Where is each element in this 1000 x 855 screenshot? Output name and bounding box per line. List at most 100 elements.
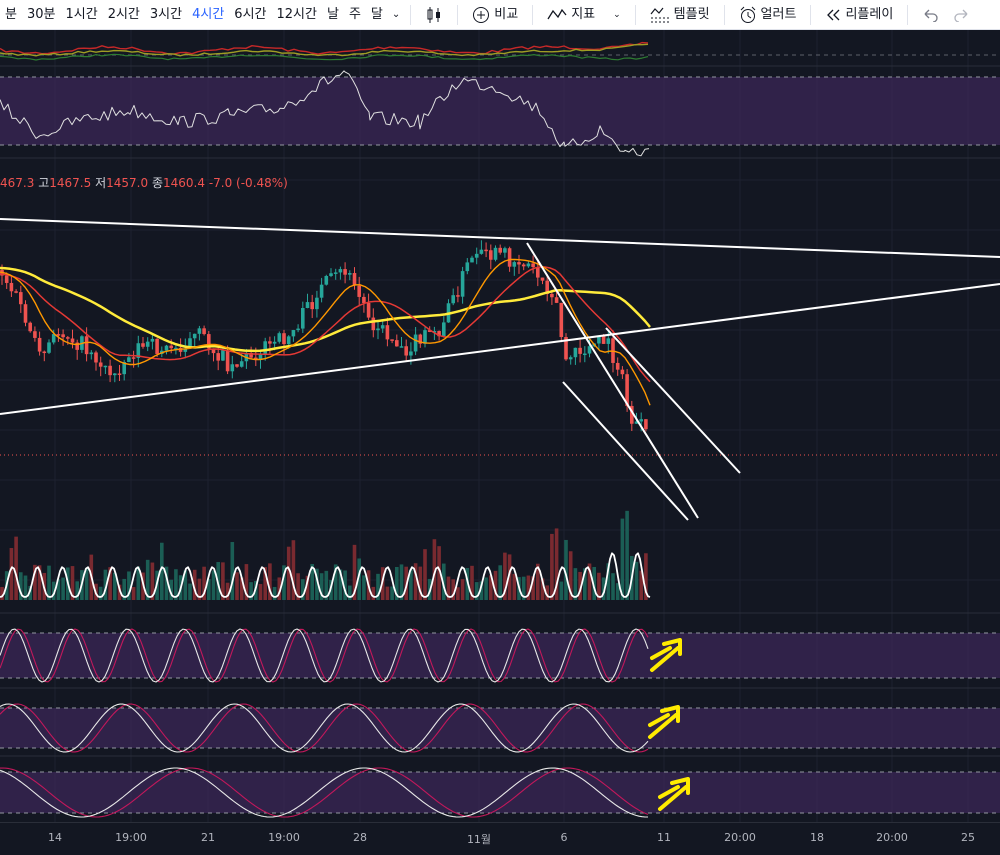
- volume-bar: [592, 566, 596, 600]
- volume-bar: [601, 577, 606, 600]
- volume-bar: [357, 558, 361, 600]
- candle-body: [625, 374, 629, 406]
- undo-button[interactable]: [914, 8, 946, 22]
- volume-bar: [249, 582, 253, 600]
- candle-body: [601, 336, 606, 344]
- candle-body: [526, 263, 531, 267]
- alerts-button[interactable]: 얼러트: [731, 0, 805, 29]
- templates-button[interactable]: 템플릿: [642, 0, 718, 29]
- compare-button[interactable]: 비교: [464, 0, 526, 29]
- volume-bar: [573, 568, 578, 600]
- legend-high: 1467.5: [49, 176, 92, 190]
- chart-type-button[interactable]: [417, 6, 451, 24]
- volume-bar: [348, 585, 352, 600]
- alerts-label: 얼러트: [760, 6, 797, 22]
- oscillator-band: [0, 77, 1000, 145]
- candle-body: [286, 336, 291, 345]
- volume-bar: [611, 573, 615, 600]
- candle-body: [197, 328, 202, 334]
- toolbar-divider: [410, 4, 412, 25]
- timeframe-tab-week[interactable]: 주: [348, 6, 361, 22]
- volume-bar: [192, 569, 197, 600]
- volume-bar: [456, 587, 460, 600]
- volume-bar: [554, 528, 559, 600]
- candle-body: [4, 275, 9, 283]
- timeframe-tab-month[interactable]: 달: [370, 6, 383, 22]
- indicators-button[interactable]: 지표 ⌄: [539, 0, 628, 29]
- price-chart[interactable]: [0, 30, 1000, 822]
- candle-body: [98, 362, 103, 367]
- candle-body: [282, 333, 286, 345]
- candle-body: [521, 264, 526, 267]
- volume-bar: [310, 564, 314, 600]
- candle-body: [536, 267, 540, 278]
- volume-bar: [117, 584, 122, 600]
- candle-body: [131, 357, 136, 359]
- time-axis[interactable]: 14 19:00 21 19:00 28 11월 6 11 20:00 18 2…: [0, 822, 1000, 855]
- candle-body: [630, 405, 634, 424]
- channel-line: [605, 327, 741, 474]
- volume-bar: [197, 578, 202, 600]
- x-tick-label: 19:00: [115, 831, 147, 844]
- timeframe-tab-30m[interactable]: 30분: [26, 6, 56, 22]
- candle-body: [620, 369, 625, 375]
- volume-bar: [526, 575, 531, 600]
- legend-open: 467.3: [0, 176, 35, 190]
- x-tick-label: 28: [353, 831, 367, 844]
- candle-body: [460, 271, 465, 297]
- candle-body: [235, 364, 239, 367]
- indicator-wave-icon: [547, 8, 567, 19]
- plus-circle-icon: [473, 6, 490, 23]
- volume-bar: [390, 586, 394, 600]
- volume-bar: [103, 569, 108, 600]
- candle-body: [122, 362, 126, 375]
- volume-bar: [277, 577, 282, 600]
- volume-bar: [98, 586, 103, 600]
- timeframe-tab-2h[interactable]: 2시간: [107, 6, 140, 22]
- timeframe-tab-12h[interactable]: 12시간: [276, 6, 317, 22]
- timeframe-tab-3h[interactable]: 3시간: [149, 6, 183, 22]
- replay-button[interactable]: 리플레이: [817, 0, 901, 29]
- volume-bar: [319, 573, 324, 600]
- candle-body: [75, 342, 79, 350]
- toolbar-divider: [634, 4, 636, 25]
- candle-body: [465, 262, 470, 272]
- timeframe-tab-6h[interactable]: 6시간: [234, 6, 267, 22]
- candle-body: [239, 361, 244, 367]
- timeframe-tab-minute[interactable]: 분: [5, 6, 17, 22]
- candle-body: [479, 249, 484, 254]
- indicators-chevron-down-icon[interactable]: ⌄: [613, 9, 621, 20]
- x-tick-label: 19:00: [268, 831, 300, 844]
- timeframe-tab-day[interactable]: 날: [326, 6, 339, 22]
- candle-body: [634, 421, 639, 424]
- timeframe-tab-1h[interactable]: 1시간: [65, 6, 98, 22]
- candle-body: [357, 285, 361, 297]
- candle-body: [568, 357, 573, 360]
- volume-bar: [301, 579, 305, 600]
- volume-bar: [583, 568, 587, 600]
- candle-body: [113, 373, 117, 376]
- x-tick-label: 11월: [466, 833, 492, 846]
- volume-bar: [362, 575, 366, 600]
- legend-close: 1460.4: [162, 176, 205, 190]
- redo-button[interactable]: [946, 8, 978, 22]
- volume-bar: [315, 568, 319, 600]
- oscillator-band: [0, 633, 1000, 678]
- candle-body: [606, 338, 611, 344]
- candle-body: [51, 334, 56, 343]
- volume-bar: [451, 579, 455, 600]
- candle-body: [573, 347, 578, 358]
- volume-bar: [296, 573, 300, 600]
- timeframe-chevron-down-icon[interactable]: ⌄: [391, 9, 401, 20]
- candle-body: [409, 351, 413, 356]
- timeframe-tab-4h[interactable]: 4시간: [192, 6, 225, 22]
- candlestick-icon: [427, 6, 441, 23]
- volume-bar: [207, 578, 211, 600]
- volume-bar: [239, 577, 244, 600]
- volume-bar: [437, 546, 441, 600]
- x-tick-label: 20:00: [724, 831, 756, 844]
- alarm-clock-icon: [740, 6, 755, 23]
- candle-body: [432, 331, 437, 333]
- volume-bar: [409, 569, 413, 600]
- volume-bar: [446, 576, 451, 600]
